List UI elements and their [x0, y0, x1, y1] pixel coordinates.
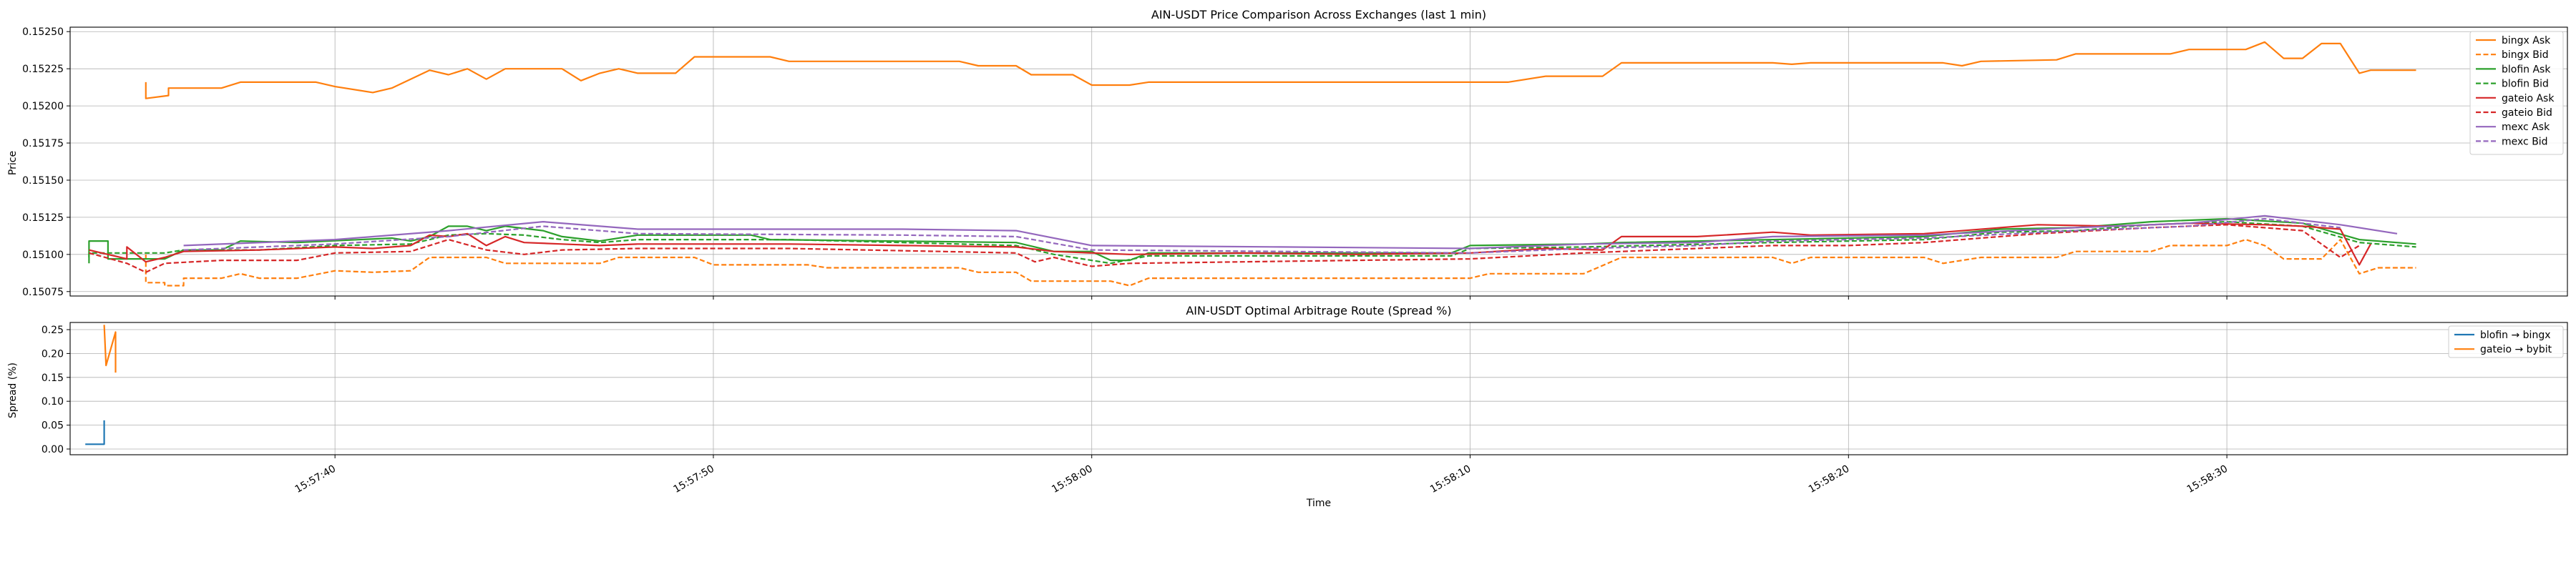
y-tick-label: 0.15075 [22, 287, 64, 298]
y-tick-label: 0.25 [42, 325, 64, 336]
legend-label: gateio Bid [2502, 107, 2552, 119]
axes-frame [69, 322, 2568, 455]
series-line-blofin-bingx [85, 420, 105, 445]
price-chart-title: AIN-USDT Price Comparison Across Exchang… [1151, 8, 1486, 21]
y-tick-label: 0.15 [42, 373, 64, 384]
axes-frame [69, 26, 2568, 297]
legend-label: gateio Ask [2502, 93, 2555, 104]
legend-label: blofin Ask [2502, 64, 2551, 75]
legend-label: blofin Bid [2502, 79, 2549, 90]
legend-label: mexc Ask [2502, 122, 2550, 133]
series-line-mexc-ask [183, 214, 2398, 250]
series-line-gateio-ask [89, 222, 2371, 266]
price-chart: 0.15075 0.15100 0.15125 0.15150 0.15175 0.152… [22, 26, 2568, 300]
series-line-blofin-bid [88, 221, 2416, 265]
series-group [85, 325, 117, 445]
time-axis-label: Time [1306, 498, 1331, 509]
y-tick-label: 0.15200 [22, 101, 64, 112]
price-chart-y-axis-label: Price [7, 151, 19, 175]
legend-label: bingx Bid [2502, 49, 2549, 61]
legend-box [2469, 31, 2564, 155]
legend-label: blofin → bingx [2480, 330, 2551, 341]
series-line-gateio-bid [89, 224, 2360, 273]
y-tick-label: 0.00 [42, 444, 64, 455]
spread-chart-title: AIN-USDT Optimal Arbitrage Route (Spread… [1186, 304, 1451, 317]
series-line-bingx-ask [145, 41, 2416, 99]
series-group [88, 41, 2416, 287]
legend-label: gateio → bybit [2480, 344, 2552, 355]
y-tick-label: 0.20 [42, 348, 64, 360]
legend-label: mexc Bid [2502, 136, 2548, 147]
legend-label: bingx Ask [2502, 35, 2551, 46]
series-line-bingx-bid [145, 239, 2416, 287]
y-tick-label: 0.15125 [22, 212, 64, 224]
y-tick-label: 0.15225 [22, 64, 64, 75]
spread-chart-y-axis-label: Spread (%) [7, 363, 19, 418]
y-tick-label: 0.15175 [22, 138, 64, 149]
y-tick-label: 0.15150 [22, 175, 64, 187]
series-line-gateio-bybit [103, 325, 117, 373]
y-tick-label: 0.15250 [22, 26, 64, 38]
y-tick-label: 0.05 [42, 420, 64, 432]
y-tick-label: 0.10 [42, 396, 64, 408]
legend-box [2448, 325, 2564, 358]
legend: bingx Ask bingx Bid blofin Ask blofin Bid ga… [2469, 31, 2564, 155]
y-tick-label: 0.15100 [22, 250, 64, 261]
legend: blofin → bingx gateio → bybit [2448, 325, 2564, 358]
